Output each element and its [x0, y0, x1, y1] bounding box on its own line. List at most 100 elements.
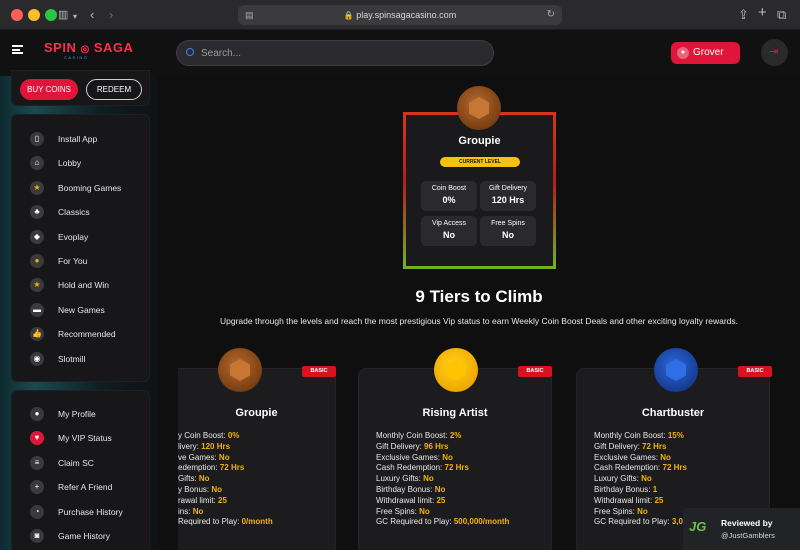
benefit-label: Exclusive Games: [376, 452, 441, 462]
benefit-value: No [434, 485, 446, 494]
nav_account-item-4[interactable]: ◔ Purchase History [12, 501, 151, 523]
benefit-label: Birthday Bonus: [376, 485, 433, 494]
stat-value: 0% [442, 195, 456, 205]
nav_main-item-8[interactable]: 👍 Recommended [12, 323, 151, 345]
sidebar-toggle-icon[interactable]: ▥ [58, 9, 69, 21]
benefit-label: y Bonus: [178, 485, 210, 494]
tier-benefit: y Coin Boost: 0% [178, 431, 239, 440]
benefit-label: ve Games: [178, 452, 217, 462]
benefit-label: Free Spins: [376, 506, 417, 516]
benefit-value: No [211, 485, 223, 494]
benefit-label: GC Required to Play: [376, 517, 452, 527]
forward-icon: › [109, 7, 114, 22]
nav_main-item-1[interactable]: ⌂ Lobby [12, 152, 151, 174]
share-icon[interactable]: ⇪ [738, 7, 749, 22]
game-history-icon: ◙ [30, 529, 44, 543]
tier-name: Groupie [235, 407, 278, 419]
nav-label: Install App [58, 134, 98, 144]
menu-icon[interactable] [12, 45, 23, 54]
buy-coins-button[interactable]: BUY COINS [20, 79, 78, 100]
tier-benefit: Withdrawal limit: 25 [376, 496, 445, 505]
tier-benefit: GC Required to Play: 3,00 [594, 517, 687, 526]
nav_main-item-3[interactable]: ♣ Classics [12, 201, 151, 223]
nav_main-item-0[interactable]: ▯ Install App [12, 128, 151, 150]
stat-value: No [502, 230, 514, 240]
nav_account-item-0[interactable]: ● My Profile [12, 403, 151, 425]
tier-card-0[interactable]: Groupie y Coin Boost: 0% livery: 120 Hrs ve… [178, 368, 336, 550]
basic-ribbon: BASIC [738, 366, 772, 377]
benefit-label: Exclusive Games: [594, 452, 659, 462]
stat-label: Free Spins [491, 220, 525, 227]
basic-ribbon: BASIC [518, 366, 552, 377]
benefit-label: Gifts: [178, 474, 197, 484]
browser-toolbar: ▥ ▾ ‹ › ▤ 🔒 play.spinsagacasino.com ↻ ⇪ … [0, 0, 800, 30]
back-icon[interactable]: ‹ [90, 7, 95, 22]
benefit-label: Cash Redemption: [376, 463, 443, 473]
hexagon-icon [666, 359, 686, 381]
nav-label: My Profile [58, 409, 96, 419]
slotmill-icon: ◉ [30, 351, 44, 366]
stat-label: Gift Delivery [488, 185, 528, 192]
tier-benefit: edemption: 72 Hrs [178, 463, 244, 472]
nav-label: Slotmill [58, 353, 86, 364]
nav_main-item-4[interactable]: ◆ Evoplay [12, 226, 151, 248]
tier-benefit: Birthday Bonus: 1 [594, 485, 657, 494]
reload-icon[interactable]: ↻ [546, 9, 555, 20]
nav-label: Booming Games [58, 182, 122, 193]
nav_main-item-9[interactable]: ◉ Slotmill [12, 348, 151, 370]
benefit-value: 0% [227, 431, 240, 440]
brand-logo[interactable]: SPIN ◎ SAGA [44, 40, 133, 55]
brand-name-right: SAGA [93, 40, 134, 55]
benefit-value: No [198, 474, 210, 484]
benefit-value: 72 Hrs [662, 463, 687, 473]
logout-button[interactable]: ⇥ [761, 39, 788, 66]
tier-benefit: Cash Redemption: 72 Hrs [594, 463, 687, 472]
review-badge[interactable]: JG Reviewed by @JustGamblers [683, 508, 800, 550]
page-settings-icon[interactable]: ▤ [245, 10, 254, 20]
user-icon: ● [677, 47, 689, 59]
user-button[interactable]: ● Grover [671, 42, 740, 64]
nav_account-item-2[interactable]: ≡ Claim SC [12, 452, 151, 474]
current-stat-1: Gift Delivery 120 Hrs [480, 181, 536, 211]
justgamblers-logo: JG [689, 519, 707, 534]
redeem-button[interactable]: REDEEM [86, 79, 142, 100]
tier-card-1[interactable]: Rising Artist Monthly Coin Boost: 2% Gift … [358, 368, 552, 550]
nav_account-item-1[interactable]: ♥ My VIP Status [12, 427, 151, 449]
close-window-button[interactable] [11, 9, 23, 21]
tier-benefit: Required to Play: 0/month [178, 517, 273, 526]
benefit-value: No [641, 474, 652, 484]
chevron-down-icon[interactable]: ▾ [73, 12, 78, 21]
address-bar[interactable]: ▤ 🔒 play.spinsagacasino.com ↻ [238, 5, 562, 25]
nav_account-item-5[interactable]: ◙ Game History [12, 525, 151, 547]
tier-benefit: rawal limit: 25 [178, 496, 227, 505]
tier-benefit: Cash Redemption: 72 Hrs [376, 463, 469, 472]
new-tab-icon[interactable]: + [758, 4, 767, 21]
current-level-badge: CURRENT LEVEL [440, 157, 520, 167]
current-stat-3: Free Spins No [480, 216, 536, 246]
nav_account-item-3[interactable]: + Refer A Friend [12, 476, 151, 498]
current-tier-name: Groupie [458, 135, 501, 147]
tier-benefit: ve Games: No [178, 453, 230, 462]
nav-label: New Games [58, 304, 105, 315]
benefit-label: rawal limit: [178, 495, 216, 505]
benefit-value: No [192, 506, 204, 516]
review-line2: @JustGamblers [721, 531, 775, 540]
tiers-heading: 9 Tiers to Climb [415, 287, 543, 306]
vip-icon: ♥ [30, 431, 44, 446]
nav_main-item-5[interactable]: ● For You [12, 250, 151, 272]
tier-benefit: Exclusive Games: No [376, 453, 453, 462]
tier-benefit: Gifts: No [178, 474, 210, 483]
benefit-label: GC Required to Play: [594, 517, 670, 527]
benefit-label: Gift Delivery: [594, 441, 640, 451]
current-level-card: Groupie CURRENT LEVEL Coin Boost 0% Gift D… [403, 112, 556, 269]
groupie-badge-icon [457, 86, 501, 130]
search-input[interactable]: Search... [176, 40, 494, 66]
nav_main-item-7[interactable]: ▬ New Games [12, 299, 151, 321]
tab-overview-icon[interactable]: ⧉ [777, 7, 787, 22]
benefit-label: Withdrawal limit: [594, 495, 653, 505]
zoom-window-button[interactable] [45, 9, 57, 21]
nav_main-item-6[interactable]: ★ Hold and Win [12, 274, 151, 296]
nav_main-item-2[interactable]: ★ Booming Games [12, 177, 151, 199]
current-stat-2: Vip Access No [421, 216, 477, 246]
minimize-window-button[interactable] [28, 9, 40, 21]
